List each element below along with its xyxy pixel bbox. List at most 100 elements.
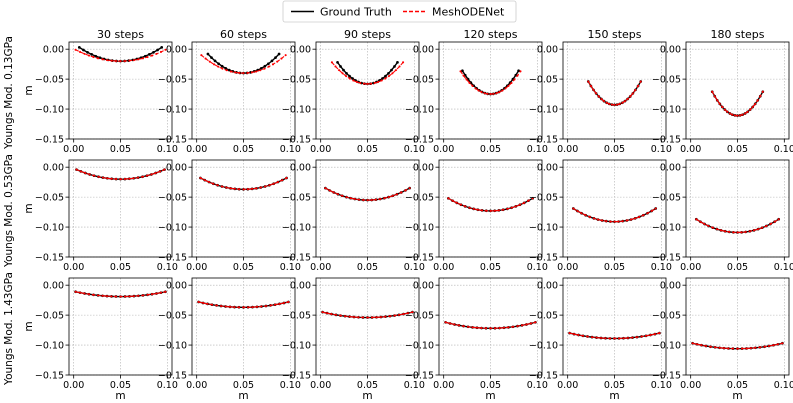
x-tick-label: 0.05 — [604, 144, 625, 155]
ground-truth-point — [160, 46, 164, 49]
y-tick-label: 0.00 — [413, 45, 434, 56]
y-tick-label: −0.10 — [529, 340, 558, 351]
ground-truth-point — [348, 74, 351, 78]
meshodenet-point — [406, 312, 410, 315]
meshodenet-point — [511, 325, 515, 328]
meshodenet-point — [733, 114, 737, 117]
y-tick-label: 0.00 — [43, 45, 64, 56]
meshodenet-point — [738, 114, 742, 117]
y-tick-label: −0.15 — [405, 252, 434, 263]
meshodenet-point — [471, 326, 474, 329]
meshodenet-point — [711, 226, 714, 229]
meshodenet-point — [352, 79, 355, 82]
x-tick-label: 0.05 — [727, 380, 748, 391]
meshodenet-point — [251, 187, 254, 190]
meshodenet-point — [584, 214, 587, 217]
meshodenet-point — [366, 316, 369, 319]
meshodenet-point — [709, 345, 712, 348]
meshodenet-point — [724, 230, 727, 233]
y-tick-label: −0.10 — [35, 222, 64, 233]
meshodenet-point — [649, 333, 652, 337]
meshodenet-point — [159, 170, 162, 173]
meshodenet-point — [510, 81, 513, 84]
meshodenet-point — [359, 82, 362, 85]
meshodenet-point — [592, 88, 595, 91]
meshodenet-point — [639, 80, 642, 83]
meshodenet-point — [754, 102, 757, 105]
meshodenet-point — [370, 316, 374, 319]
y-axis-label: m — [23, 203, 35, 213]
meshodenet-point — [242, 306, 245, 309]
meshodenet-point — [123, 178, 126, 181]
y-tick-label: −0.15 — [158, 252, 187, 263]
meshodenet-point — [497, 209, 500, 212]
ground-truth-point — [224, 66, 228, 70]
meshodenet-point — [260, 305, 263, 308]
y-tick-label: 0.00 — [290, 163, 311, 174]
meshodenet-point — [225, 69, 228, 72]
meshodenet-point — [83, 292, 86, 295]
ground-truth-point — [270, 59, 274, 63]
meshodenet-point — [602, 100, 606, 103]
meshodenet-point — [493, 209, 496, 212]
row-label: Youngs Mod. 1.43GPa — [3, 272, 15, 386]
ground-truth-point — [220, 64, 224, 68]
row-label: Youngs Mod. 0.13GPa — [3, 36, 15, 150]
ground-truth-point — [351, 77, 354, 80]
y-tick-label: 0.00 — [290, 281, 311, 292]
ground-truth-point — [156, 48, 159, 52]
meshodenet-point — [631, 336, 634, 339]
meshodenet-point — [255, 187, 258, 190]
meshodenet-point — [387, 196, 390, 199]
x-tick-label: 0.05 — [233, 380, 254, 391]
meshodenet-point — [466, 325, 470, 328]
y-tick-label: −0.10 — [158, 340, 187, 351]
ground-truth-point — [213, 59, 217, 63]
meshodenet-point — [358, 198, 361, 201]
x-tick-label: 0.00 — [433, 380, 454, 391]
meshodenet-point — [744, 230, 747, 233]
meshodenet-point — [388, 315, 392, 318]
meshodenet-point — [629, 95, 632, 98]
meshodenet-point — [599, 336, 603, 340]
x-tick-label: 0.00 — [310, 262, 331, 273]
meshodenet-point — [757, 228, 760, 231]
meshodenet-point — [650, 209, 653, 213]
meshodenet-point — [483, 92, 486, 95]
meshodenet-point — [352, 315, 356, 319]
x-tick-label: 0.10 — [651, 380, 672, 391]
meshodenet-point — [271, 63, 275, 66]
meshodenet-point — [498, 90, 501, 94]
y-tick-label: −0.10 — [158, 104, 187, 115]
panel-r0-c1: 0.00 0.05 0.10 0.00 −0.05 −0.10 −0.15 60 steps — [158, 28, 301, 155]
meshodenet-point — [355, 80, 358, 84]
y-tick-label: −0.05 — [35, 75, 64, 86]
meshodenet-point — [228, 305, 232, 308]
meshodenet-point — [654, 207, 657, 210]
y-tick-label: −0.10 — [158, 222, 187, 233]
x-tick-label: 0.05 — [727, 262, 748, 273]
ground-truth-point — [393, 65, 396, 68]
meshodenet-point — [646, 212, 649, 215]
meshodenet-point — [404, 189, 407, 192]
x-tick-label: 0.05 — [110, 262, 131, 273]
y-tick-label: −0.15 — [652, 134, 681, 145]
meshodenet-point — [516, 74, 519, 77]
meshodenet-point — [462, 325, 465, 328]
meshodenet-point — [287, 300, 290, 304]
meshodenet-point — [101, 176, 104, 179]
meshodenet-point — [520, 324, 524, 327]
meshodenet-point — [629, 218, 633, 221]
y-tick-label: −0.15 — [282, 252, 311, 263]
meshodenet-point — [504, 87, 507, 90]
meshodenet-point — [477, 89, 480, 92]
y-tick-label: −0.15 — [405, 370, 434, 381]
meshodenet-point — [741, 113, 744, 116]
x-tick-label: 0.05 — [110, 380, 131, 391]
meshodenet-point — [150, 54, 154, 57]
panel-r0-c2: 0.00 0.05 0.10 0.00 −0.05 −0.10 −0.15 90 steps — [282, 28, 425, 155]
y-tick-label: −0.05 — [652, 193, 681, 204]
meshodenet-point — [408, 187, 411, 190]
y-tick-label: 0.00 — [660, 281, 681, 292]
